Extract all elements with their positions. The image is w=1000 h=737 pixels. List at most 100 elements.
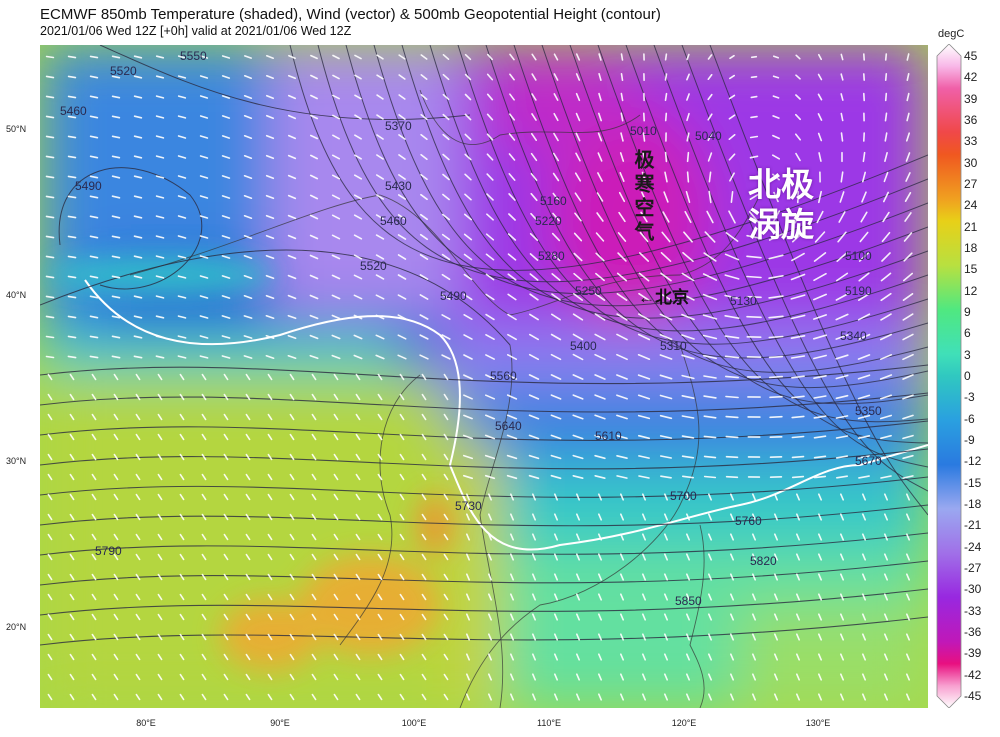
wind-vector	[465, 573, 471, 581]
wind-vector	[311, 413, 317, 421]
wind-vector	[683, 231, 693, 243]
wind-vector	[686, 112, 690, 122]
wind-vector	[353, 334, 363, 340]
wind-vector	[905, 493, 911, 501]
wind-vector	[768, 275, 784, 279]
wind-vector	[574, 192, 582, 202]
wind-vector	[420, 133, 428, 141]
wind-vector	[69, 693, 75, 701]
wind-vector	[840, 93, 844, 101]
wind-vector	[353, 274, 363, 280]
wind-vector	[245, 673, 251, 681]
wind-vector	[750, 115, 758, 119]
wind-vector	[155, 335, 165, 339]
wind-vector	[311, 533, 317, 541]
wind-vector	[883, 693, 889, 701]
wind-vector	[619, 593, 625, 601]
wind-vector	[288, 114, 296, 120]
wind-vector	[641, 693, 647, 701]
wind-vector	[69, 633, 75, 641]
wind-vector	[703, 435, 717, 439]
wind-vector	[529, 313, 539, 321]
wind-vector	[728, 94, 736, 100]
wind-vector	[681, 313, 695, 321]
wind-vector	[177, 255, 187, 259]
wind-vector	[507, 233, 517, 241]
wind-vector	[902, 272, 914, 282]
wind-vector	[333, 473, 339, 481]
wind-vector	[289, 653, 295, 661]
wind-vector	[397, 294, 407, 300]
wind-vector	[375, 214, 385, 220]
wind-vector	[67, 75, 77, 79]
wind-vector	[157, 573, 163, 581]
wind-vector	[89, 95, 99, 99]
wind-vector	[861, 693, 867, 701]
wind-vector	[574, 212, 582, 222]
wind-vector	[905, 553, 911, 561]
wind-vector	[89, 295, 99, 299]
contour-line	[40, 504, 928, 527]
wind-vector	[748, 210, 760, 224]
wind-vector	[487, 493, 493, 501]
contour-label: 5790	[95, 544, 122, 558]
wind-vector	[772, 134, 780, 140]
wind-vector	[575, 533, 581, 541]
contour-label: 5310	[660, 339, 687, 353]
wind-vector	[597, 132, 603, 142]
wind-vector	[812, 293, 828, 301]
wind-vector	[199, 175, 209, 179]
wind-vector	[113, 493, 119, 501]
colorbar-tick: 42	[964, 70, 978, 85]
wind-vector	[177, 115, 187, 119]
wind-vector	[509, 593, 515, 601]
wind-vector	[133, 255, 143, 259]
wind-vector	[773, 633, 779, 641]
wind-vector	[221, 115, 231, 119]
wind-vector	[905, 673, 911, 681]
wind-vector	[67, 335, 77, 339]
wind-vector	[575, 653, 581, 661]
wind-vector	[506, 434, 518, 440]
contour-label: 5820	[750, 554, 777, 568]
wind-vector	[91, 553, 97, 561]
wind-vector	[223, 693, 229, 701]
wind-vector	[177, 55, 187, 59]
wind-vector	[355, 593, 361, 601]
wind-vector	[573, 252, 583, 262]
wind-vector	[463, 374, 473, 380]
wind-vector	[659, 293, 673, 301]
wind-vector	[287, 334, 297, 340]
wind-vector	[375, 254, 385, 260]
wind-vector	[420, 93, 428, 101]
wind-vector	[462, 474, 474, 480]
wind-vector	[509, 573, 515, 581]
wind-vector	[616, 394, 628, 400]
wind-vector	[399, 673, 405, 681]
contour-line	[40, 448, 928, 470]
wind-vector	[113, 433, 119, 441]
wind-vector	[531, 673, 537, 681]
colorbar-tick: -30	[964, 582, 982, 597]
wind-vector	[813, 475, 827, 479]
wind-vector	[45, 275, 55, 279]
contour-label: 5160	[540, 194, 567, 208]
wind-vector	[641, 653, 647, 661]
contour-line	[40, 616, 928, 646]
wind-vector	[659, 354, 673, 360]
wind-vector	[399, 473, 405, 481]
wind-vector	[486, 73, 494, 81]
wind-vector	[399, 373, 405, 381]
wind-vector	[550, 374, 562, 380]
wind-vector	[773, 653, 779, 661]
wind-vector	[441, 233, 451, 241]
wind-vector	[289, 593, 295, 601]
wind-vector	[659, 333, 673, 341]
wind-vector	[659, 313, 673, 321]
wind-vector	[89, 215, 99, 219]
wind-vector	[616, 293, 628, 301]
wind-vector	[421, 693, 427, 701]
wind-vector	[685, 693, 691, 701]
wind-vector	[835, 272, 849, 282]
wind-vector	[155, 195, 165, 199]
